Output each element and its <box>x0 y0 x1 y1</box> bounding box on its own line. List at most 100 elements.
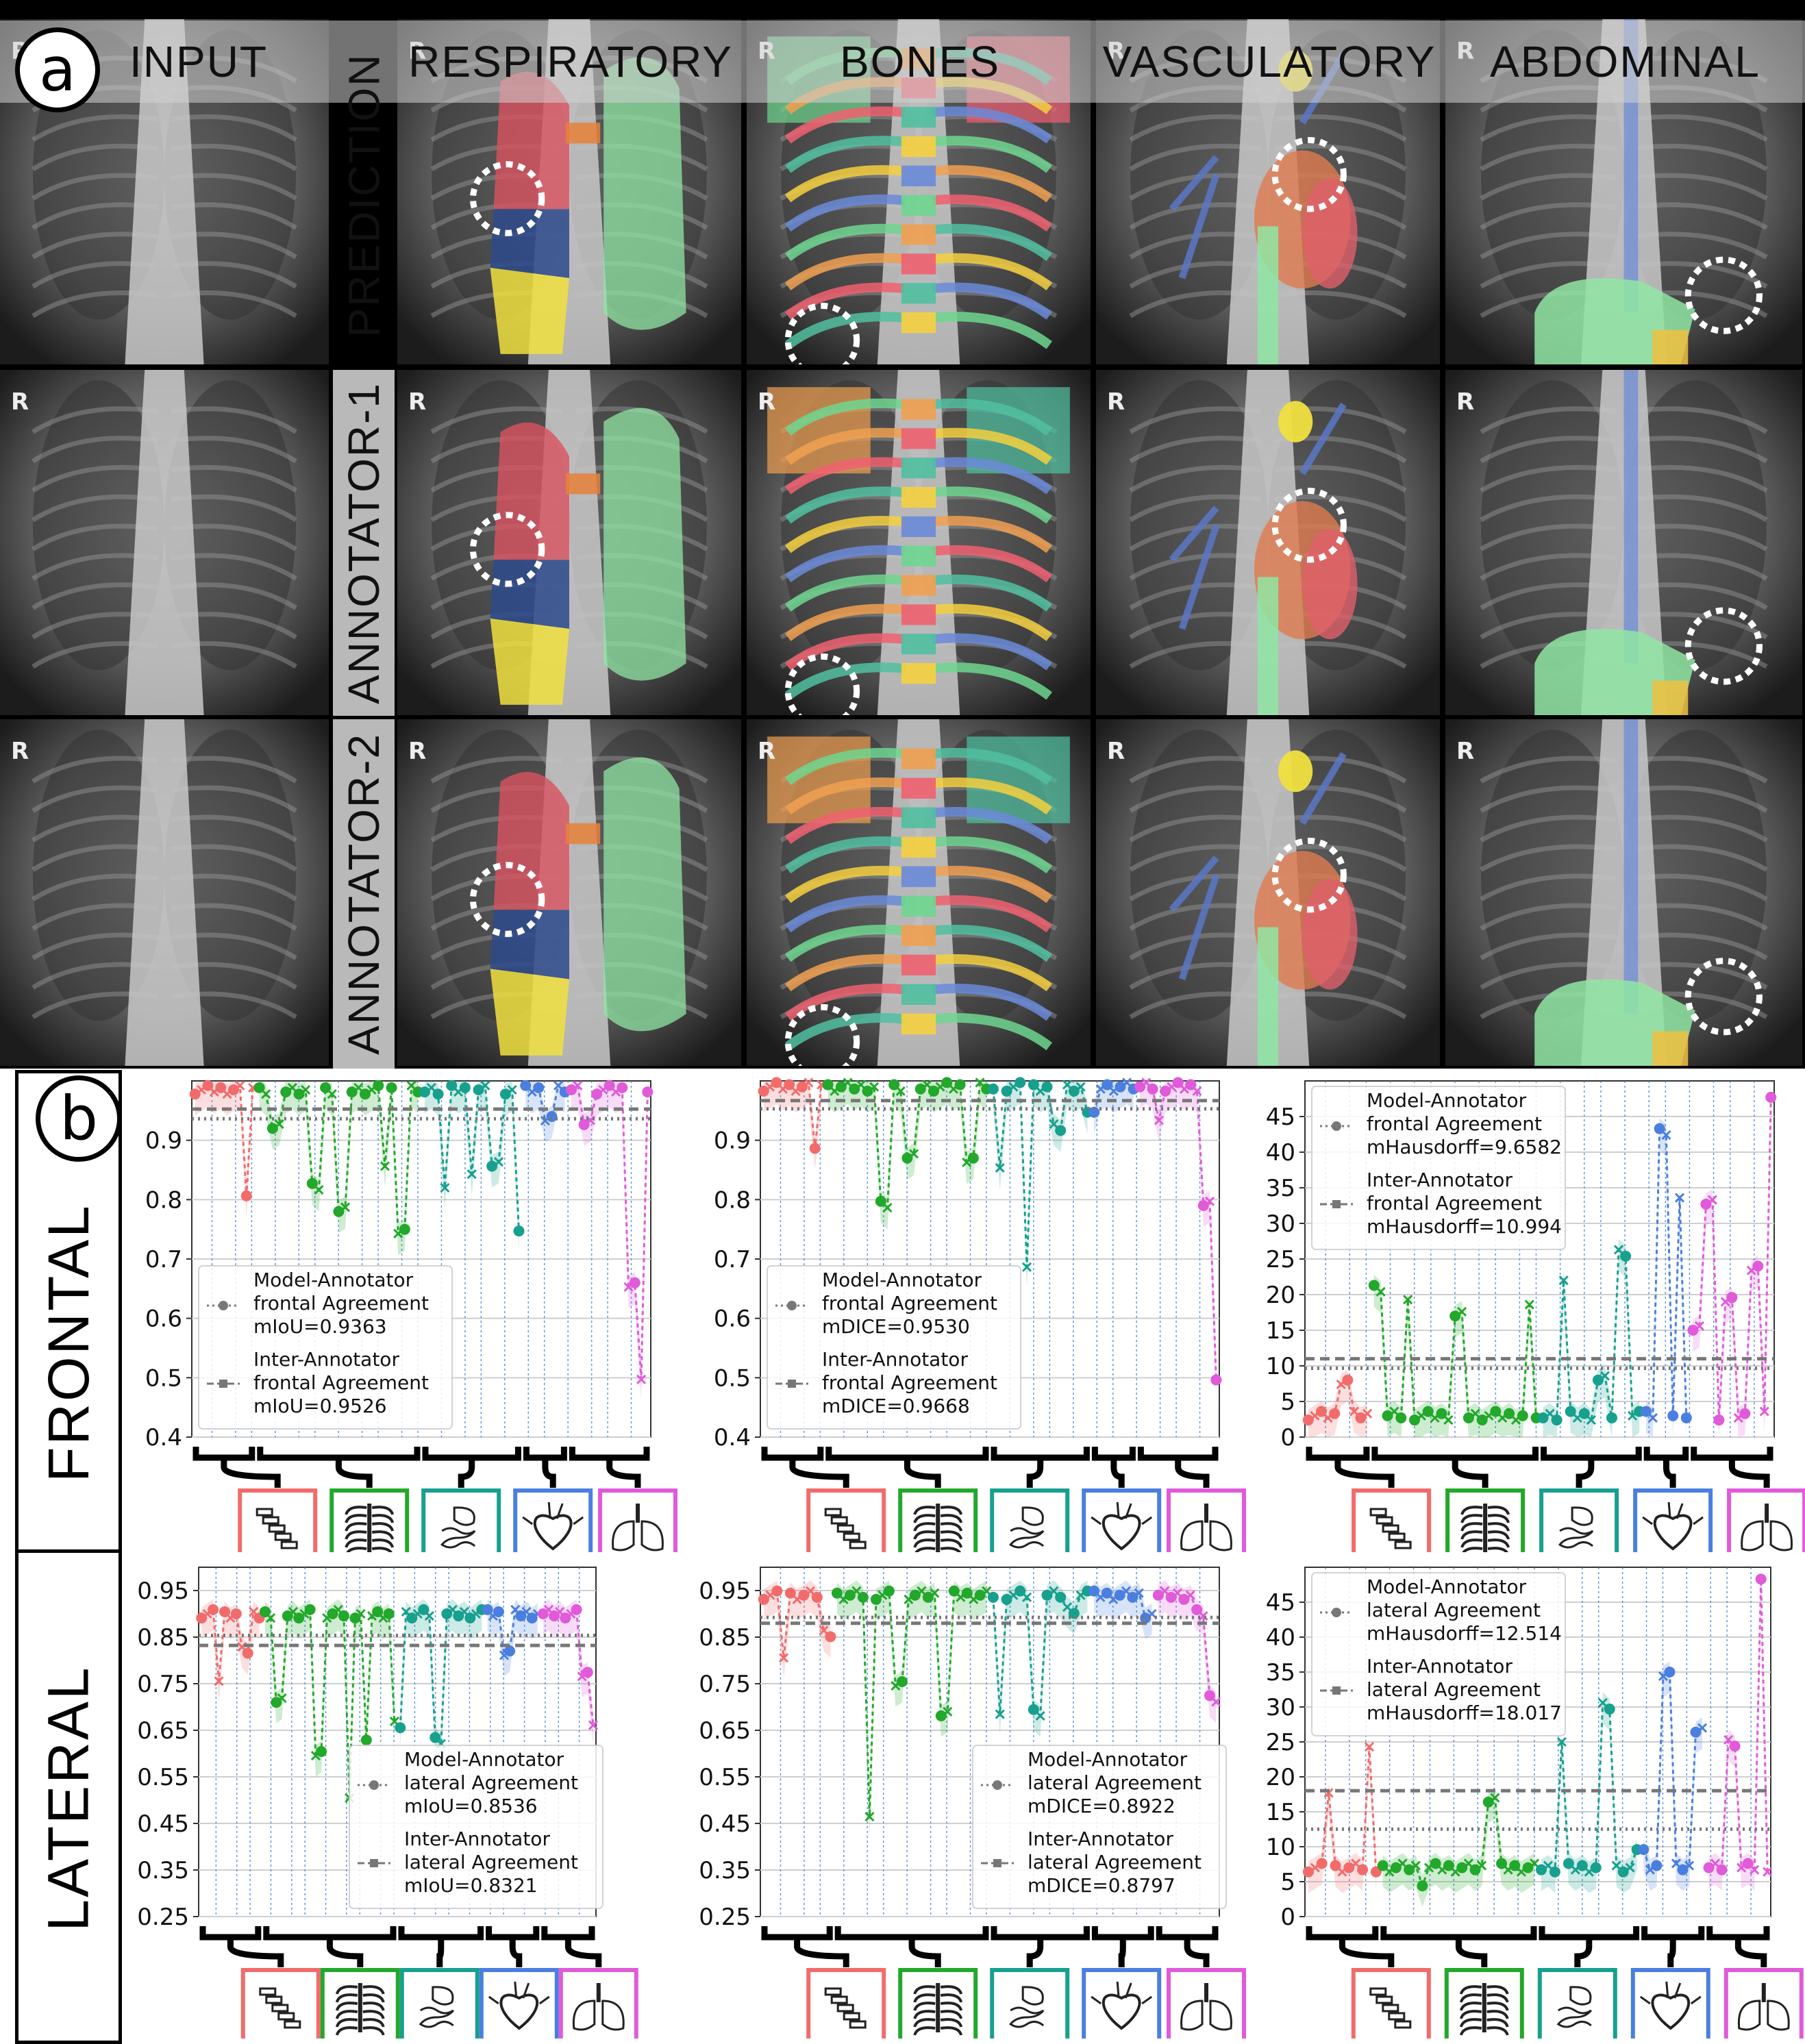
data-point <box>1549 1866 1560 1878</box>
data-point <box>617 1082 628 1093</box>
stomach-overlay <box>1652 329 1689 364</box>
spine-icon <box>849 2020 867 2029</box>
ribcage-icon <box>346 1547 367 1552</box>
data-point <box>1651 1860 1663 1871</box>
column-header-abdominal: ABDOMINAL <box>1490 37 1760 86</box>
data-point <box>935 1710 947 1721</box>
ribcage-icon <box>345 1538 367 1548</box>
data-point-x <box>356 1608 366 1619</box>
highlight-circle <box>1684 607 1763 685</box>
ribcage-icon <box>914 1547 936 1552</box>
data-point <box>1677 1864 1689 1875</box>
data-point <box>1664 1667 1676 1678</box>
data-point <box>1127 1591 1138 1603</box>
data-point <box>987 1591 999 1603</box>
ribcage-icon <box>940 1538 963 1548</box>
legend-text: Model-Annotator <box>404 1748 564 1771</box>
trachea-icon <box>636 1504 640 1523</box>
mediastinum <box>125 370 204 715</box>
heart-icon <box>499 1993 539 2030</box>
ribcage-icon <box>1460 1514 1483 1523</box>
y-tick-label: 0.5 <box>714 1364 751 1392</box>
lung-icon <box>1741 1520 1764 1551</box>
data-point <box>987 1083 999 1095</box>
rib-overlay <box>932 427 1053 465</box>
confidence-band <box>1308 1369 1368 1437</box>
group-connector <box>564 1937 602 1967</box>
chart-1: 0.40.50.60.70.80.9Model-Annotatorfrontal… <box>714 1077 1246 1552</box>
intestine-icon <box>1009 2006 1045 2028</box>
spine-icon <box>1388 2012 1406 2021</box>
data-point-x <box>1599 1371 1610 1381</box>
panel-a-badge: a <box>15 27 100 112</box>
mediastinum <box>877 370 960 715</box>
rib <box>171 406 297 434</box>
heart-icon <box>1101 1514 1141 1551</box>
data-point <box>1590 1862 1602 1873</box>
rib-overlay <box>784 545 906 583</box>
legend-inter-marker <box>1332 1686 1341 1695</box>
y-tick-label: 0.45 <box>137 1810 189 1838</box>
data-point <box>571 1604 582 1615</box>
ribcage-icon <box>371 1522 395 1532</box>
data-point-x <box>340 1202 351 1212</box>
marker-r: R <box>758 738 775 765</box>
stomach-icon <box>1021 1986 1044 2006</box>
data-point-x <box>1694 1321 1704 1331</box>
highlight-circle <box>469 161 545 236</box>
stomach-icon <box>432 1986 454 2006</box>
rib-overlay <box>784 136 906 173</box>
data-point <box>1522 1862 1534 1873</box>
rib <box>1630 406 1768 434</box>
rib-overlay <box>784 486 906 524</box>
marker-r: R <box>1456 738 1474 765</box>
ribcage-icon <box>1459 2018 1482 2028</box>
heart-icon <box>1101 1993 1141 2030</box>
marker-r: R <box>1107 388 1125 416</box>
trachea-icon <box>1204 1504 1208 1523</box>
highlight-circle <box>1271 137 1347 212</box>
spine-icon <box>284 2020 301 2029</box>
xray-tile: R <box>0 719 329 1066</box>
legend-inter-marker <box>1332 1200 1341 1208</box>
xray-tile: R <box>1445 719 1802 1066</box>
rib <box>171 436 297 464</box>
data-point <box>1302 1866 1314 1878</box>
rib <box>430 756 563 784</box>
group-bracket <box>569 1447 650 1461</box>
vessel-icon <box>1091 1501 1153 1525</box>
left-lung-shadow <box>164 730 296 1021</box>
data-point <box>922 1591 934 1603</box>
lung-icon <box>572 1999 596 2031</box>
lung-icon <box>1209 1999 1232 2031</box>
data-point <box>242 1647 253 1659</box>
vertebra-overlay <box>901 662 936 684</box>
group-connector <box>458 1458 475 1488</box>
data-point-x <box>314 1185 324 1195</box>
ribcage-icon <box>913 1514 936 1523</box>
rib-overlay <box>932 895 1053 933</box>
data-point <box>857 1591 869 1603</box>
data-point <box>504 1645 516 1657</box>
data-point-x <box>804 1077 814 1088</box>
ribcage-icon <box>913 1506 936 1515</box>
group-bracket <box>541 1926 595 1941</box>
confidence-band <box>1646 1118 1686 1437</box>
group-bracket <box>523 1447 567 1461</box>
rib <box>1480 436 1617 464</box>
rib-overlay <box>784 282 906 320</box>
data-point <box>1055 1591 1067 1603</box>
rib-overlay <box>932 136 1053 173</box>
trachea-icon <box>596 1983 601 2002</box>
y-tick-label: 0.6 <box>714 1306 751 1333</box>
rib-overlay <box>932 747 1053 786</box>
data-point <box>459 1082 471 1093</box>
spine-icon <box>262 1516 279 1525</box>
data-point <box>811 1591 823 1603</box>
data-point <box>1752 1260 1764 1272</box>
y-tick-label: 0.85 <box>699 1624 751 1652</box>
data-point <box>849 1083 860 1095</box>
data-point <box>1014 1077 1026 1088</box>
data-point <box>1404 1864 1415 1875</box>
data-point <box>373 1080 384 1091</box>
